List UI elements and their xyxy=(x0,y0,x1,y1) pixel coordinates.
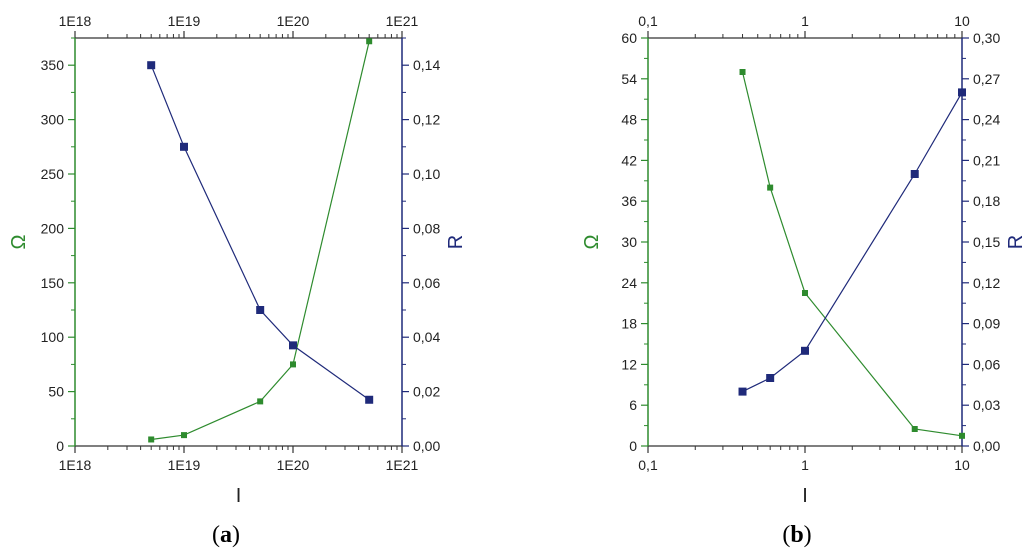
y2-tick-label: 0,10 xyxy=(413,166,440,182)
series-left-line xyxy=(151,41,370,441)
series-right-line xyxy=(742,92,963,393)
y-tick-label: 30 xyxy=(621,234,637,250)
y2-tick-label: 0,14 xyxy=(413,57,440,73)
caption-close-paren: ) xyxy=(804,522,812,548)
y-tick-label: 200 xyxy=(41,220,65,236)
y-tick-label: 0 xyxy=(56,438,64,454)
x-top-tick-label: 10 xyxy=(954,13,970,29)
series-left-point xyxy=(911,426,918,432)
chart-a: 1E18 1E18 1E19 1E19 1E20 1E20 1E21 1E21 0 50 100 15… xyxy=(8,13,467,548)
y-axis-label: Ω xyxy=(581,234,603,249)
x-tick-label: 1E20 xyxy=(277,457,310,473)
y-tick-label: 12 xyxy=(621,356,637,372)
series-right-point xyxy=(801,346,809,355)
y-tick-label: 24 xyxy=(621,275,637,291)
x-top-tick-label: 1 xyxy=(801,13,809,29)
y-tick-label: 36 xyxy=(621,193,637,209)
series-right-point xyxy=(256,306,265,314)
series-right-point xyxy=(958,88,966,97)
x-top-tick-label: 1E18 xyxy=(59,13,92,29)
series-left-point xyxy=(802,290,808,296)
x-top-tick-label: 1E19 xyxy=(168,13,201,29)
y2-tick-label: 0,08 xyxy=(413,220,440,236)
y-tick-label: 300 xyxy=(41,112,65,128)
x-tick-label: 1E18 xyxy=(59,457,92,473)
x-tick-label: 0,1 xyxy=(638,457,658,473)
y-tick-label: 100 xyxy=(41,329,65,345)
y2-tick-label: 0,27 xyxy=(973,71,1000,87)
y-tick-label: 150 xyxy=(41,275,65,291)
series-left-point xyxy=(181,432,187,439)
series-left-point xyxy=(959,432,965,439)
series-left-line xyxy=(741,71,963,437)
y2-tick-label: 0,12 xyxy=(413,112,440,128)
x-top-tick-label: 1E20 xyxy=(277,13,310,29)
series-left-point xyxy=(767,184,774,191)
panel-caption: (a) xyxy=(212,522,240,548)
y2-tick-label: 0,00 xyxy=(413,438,440,454)
caption-open-paren: ( xyxy=(782,522,790,548)
y-tick-label: 250 xyxy=(41,166,65,182)
caption-letter: a xyxy=(220,522,232,548)
y2-tick-label: 0,09 xyxy=(973,316,1000,332)
series-right-point xyxy=(147,61,156,70)
series-left-point xyxy=(290,361,296,368)
y-axis-label: Ω xyxy=(8,234,30,249)
y-tick-label: 54 xyxy=(621,71,637,87)
series-right-point xyxy=(766,374,775,382)
series-left-point xyxy=(257,398,264,405)
series-left-point xyxy=(366,38,373,45)
series-right-point xyxy=(289,341,297,350)
y-tick-label: 0 xyxy=(629,438,637,454)
y2-tick-label: 0,18 xyxy=(973,193,1000,209)
y-tick-label: 6 xyxy=(629,397,637,413)
y2-tick-label: 0,30 xyxy=(973,30,1000,46)
y2-axis-label: R xyxy=(1005,235,1024,249)
series-right-point xyxy=(365,395,374,404)
y-tick-label: 50 xyxy=(48,384,64,400)
y-tick-label: 18 xyxy=(621,316,637,332)
y-tick-label: 42 xyxy=(621,152,637,168)
series-right-point xyxy=(180,142,188,151)
y2-axis-label: R xyxy=(445,235,467,249)
y2-tick-label: 0,12 xyxy=(973,275,1000,291)
x-tick-label: 1E19 xyxy=(168,457,201,473)
x-tick-label: 10 xyxy=(954,457,970,473)
panel-caption: (b) xyxy=(782,522,811,548)
x-tick-label: 1E21 xyxy=(386,457,419,473)
y2-tick-label: 0,21 xyxy=(973,152,1000,168)
y2-tick-label: 0,02 xyxy=(413,384,440,400)
x-top-tick-label: 0,1 xyxy=(638,13,658,29)
series-right-line xyxy=(150,64,370,401)
y2-tick-label: 0,24 xyxy=(973,112,1000,128)
y-tick-label: 48 xyxy=(621,112,637,128)
chart-b: 0,1 0,1 1 1 10 10 0 6 12 18 24 30 36 42 48 54 60 0,00 0,03… xyxy=(581,13,1024,548)
caption-open-paren: ( xyxy=(212,522,220,548)
caption-letter: b xyxy=(790,522,803,548)
y2-tick-label: 0,15 xyxy=(973,234,1000,250)
y2-tick-label: 0,04 xyxy=(413,329,440,345)
series-left-point xyxy=(739,69,746,75)
y2-tick-label: 0,00 xyxy=(973,438,1000,454)
x-top-tick-label: 1E21 xyxy=(386,13,419,29)
y-tick-label: 350 xyxy=(41,57,65,73)
series-right-point xyxy=(910,170,919,178)
caption-close-paren: ) xyxy=(232,522,240,548)
series-right-point xyxy=(738,387,747,396)
y2-tick-label: 0,03 xyxy=(973,397,1000,413)
x-tick-label: 1 xyxy=(801,457,809,473)
y-tick-label: 60 xyxy=(621,30,637,46)
x-axis-label: I xyxy=(802,485,808,507)
series-left-point xyxy=(148,436,155,443)
y2-tick-label: 0,06 xyxy=(973,356,1000,372)
y2-tick-label: 0,06 xyxy=(413,275,440,291)
x-axis-label: I xyxy=(236,485,242,507)
